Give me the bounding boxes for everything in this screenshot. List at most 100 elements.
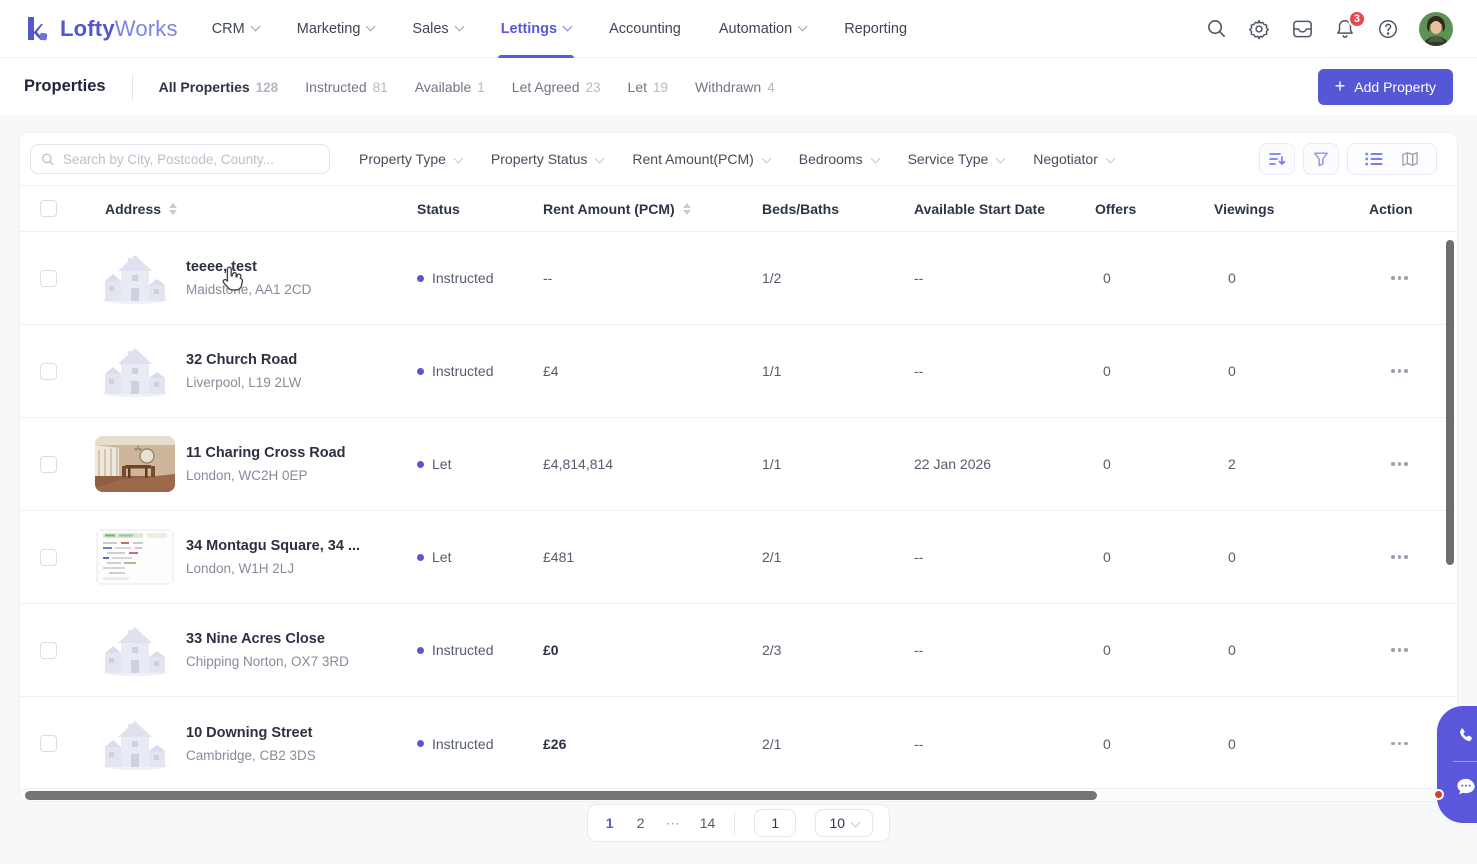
topbar-actions: 3	[1204, 9, 1453, 46]
status-label: Instructed	[432, 270, 494, 286]
property-title[interactable]: 32 Church Road	[186, 352, 298, 368]
table-header: Address Status Rent Amount (PCM) Beds/Ba…	[20, 185, 1457, 232]
row-checkbox[interactable]	[40, 269, 57, 287]
nav-item-lettings[interactable]: Lettings	[497, 0, 575, 58]
search-icon[interactable]	[1204, 17, 1228, 41]
status-label: Instructed	[432, 735, 494, 752]
table-row[interactable]: 32 Church Road Liverpool, L19 2LW Instru…	[20, 325, 1457, 418]
status-label: Let	[432, 456, 452, 472]
row-actions-button[interactable]	[1389, 363, 1457, 379]
chevron-down-icon	[995, 153, 1006, 163]
row-actions-button[interactable]	[1389, 736, 1457, 752]
inbox-icon[interactable]	[1290, 17, 1314, 41]
view-switcher	[1347, 143, 1437, 175]
property-title[interactable]: 11 Charing Cross Road	[186, 445, 346, 461]
sort-icon	[1269, 153, 1286, 165]
property-thumbnail-placeholder	[95, 622, 175, 678]
filter-property-status[interactable]: Property Status	[491, 151, 605, 167]
property-location: Chipping Norton, OX7 3RD	[186, 654, 349, 669]
page-2-button[interactable]: 2	[636, 815, 645, 831]
filter-negotiator[interactable]: Negotiator	[1033, 151, 1116, 167]
beds-baths: 1/2	[762, 270, 782, 286]
property-title[interactable]: 34 Montagu Square, 34 ...	[186, 538, 361, 554]
chevron-down-icon	[454, 21, 465, 32]
rent-amount: £0	[543, 642, 559, 658]
help-icon[interactable]	[1376, 17, 1400, 41]
offers-count: 0	[1103, 642, 1111, 658]
list-view-icon	[1365, 152, 1383, 166]
loftyworks-logo-icon	[28, 17, 48, 41]
top-navbar: LoftyWorks CRM Marketing Sales Lettings …	[0, 0, 1477, 58]
tab-let[interactable]: Let 19	[627, 78, 669, 95]
status-dot	[417, 274, 424, 282]
row-actions-button[interactable]	[1389, 549, 1457, 565]
row-checkbox[interactable]	[40, 362, 57, 380]
tab-withdrawn[interactable]: Withdrawn 4	[695, 78, 775, 95]
sort-button[interactable]	[1259, 143, 1295, 175]
tab-instructed[interactable]: Instructed 81	[305, 78, 388, 95]
horizontal-scrollbar[interactable]	[20, 788, 1457, 801]
viewings-count: 0	[1228, 642, 1236, 658]
nav-item-sales[interactable]: Sales	[412, 0, 465, 58]
map-view-button[interactable]	[1401, 151, 1419, 167]
horizontal-scrollbar-thumb[interactable]	[25, 791, 1097, 800]
row-actions-button[interactable]	[1389, 456, 1457, 472]
property-title[interactable]: 10 Downing Street	[186, 724, 313, 741]
bell-icon[interactable]: 3	[1333, 9, 1366, 41]
plus-icon: +	[1334, 75, 1346, 96]
table-row[interactable]: teeee, test Maidstone, AA1 2CD Instructe…	[20, 232, 1457, 325]
nav-item-reporting[interactable]: Reporting	[844, 20, 908, 37]
filter-bedrooms[interactable]: Bedrooms	[799, 151, 881, 167]
phone-button[interactable]	[1451, 721, 1477, 751]
sort-rent[interactable]	[682, 202, 691, 215]
status-dot	[417, 460, 424, 468]
user-avatar[interactable]	[1419, 11, 1453, 46]
search-input[interactable]	[62, 151, 319, 167]
column-status: Status	[417, 200, 460, 217]
page-size-select[interactable]: 10	[815, 809, 874, 837]
page-14-button[interactable]: 14	[699, 815, 716, 831]
tab-available[interactable]: Available 1	[414, 78, 485, 95]
filter-rent-amount[interactable]: Rent Amount(PCM)	[632, 151, 772, 167]
table-row[interactable]: 10 Downing Street Cambridge, CB2 3DS Ins…	[20, 697, 1457, 790]
vertical-scrollbar-thumb[interactable]	[1446, 240, 1454, 565]
row-checkbox[interactable]	[40, 455, 57, 473]
brand-logo[interactable]: LoftyWorks	[24, 15, 178, 42]
nav-item-automation[interactable]: Automation	[719, 0, 808, 58]
row-checkbox[interactable]	[40, 548, 57, 566]
property-location: London, WC2H 0EP	[186, 468, 308, 483]
property-title[interactable]: teeee, test	[186, 259, 257, 275]
status-label: Instructed	[432, 363, 494, 379]
table-row[interactable]: 11 Charing Cross Road London, WC2H 0EP L…	[20, 418, 1457, 511]
row-checkbox[interactable]	[40, 641, 57, 659]
beds-baths: 2/3	[762, 642, 782, 658]
search-box[interactable]	[30, 144, 330, 174]
nav-item-accounting[interactable]: Accounting	[609, 20, 681, 37]
chat-icon	[1457, 778, 1475, 795]
filter-service-type[interactable]: Service Type	[908, 151, 1006, 167]
filter-property-type[interactable]: Property Type	[359, 151, 464, 167]
row-actions-button[interactable]	[1389, 270, 1457, 286]
nav-item-marketing[interactable]: Marketing	[297, 0, 376, 58]
select-all-checkbox[interactable]	[40, 200, 57, 217]
page-1-button[interactable]: 1	[605, 815, 614, 831]
sort-address[interactable]	[169, 202, 178, 215]
property-photo	[95, 436, 175, 492]
tab-let-agreed[interactable]: Let Agreed 23	[511, 78, 601, 95]
row-actions-button[interactable]	[1389, 642, 1457, 658]
chat-button[interactable]	[1451, 772, 1477, 802]
contact-widget	[1437, 706, 1477, 823]
table-row[interactable]: 34 Montagu Square, 34 ... London, W1H 2L…	[20, 511, 1457, 604]
settings-gear-icon[interactable]	[1247, 17, 1271, 41]
nav-item-crm[interactable]: CRM	[212, 0, 261, 58]
add-property-button[interactable]: + Add Property	[1317, 68, 1453, 105]
table-row[interactable]: 33 Nine Acres Close Chipping Norton, OX7…	[20, 604, 1457, 697]
page-jump-input[interactable]	[754, 809, 797, 837]
property-title[interactable]: 33 Nine Acres Close	[186, 631, 325, 647]
offers-count: 0	[1103, 549, 1111, 565]
row-checkbox[interactable]	[40, 735, 57, 752]
tab-all-properties[interactable]: All Properties 128	[158, 78, 279, 95]
brand-name: LoftyWorks	[60, 15, 178, 41]
list-view-button[interactable]	[1365, 152, 1383, 166]
filter-button[interactable]	[1303, 143, 1339, 175]
